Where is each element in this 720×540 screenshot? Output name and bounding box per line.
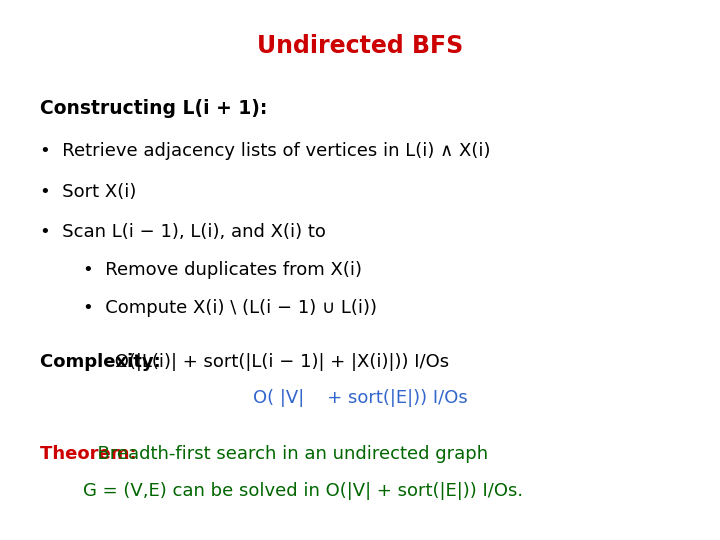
Text: Theorem:: Theorem: xyxy=(40,444,143,463)
Text: •  Sort X(i): • Sort X(i) xyxy=(40,183,136,201)
Text: •  Compute X(i) \ (L(i − 1) ∪ L(i)): • Compute X(i) \ (L(i − 1) ∪ L(i)) xyxy=(83,299,377,317)
Text: Breadth-first search in an undirected graph: Breadth-first search in an undirected gr… xyxy=(40,444,487,463)
Text: O( |V|    + sort(|E|)) I/Os: O( |V| + sort(|E|)) I/Os xyxy=(253,389,467,407)
Text: •  Remove duplicates from X(i): • Remove duplicates from X(i) xyxy=(83,261,362,279)
Text: •  Scan L(i − 1), L(i), and X(i) to: • Scan L(i − 1), L(i), and X(i) to xyxy=(40,223,325,241)
Text: •  Retrieve adjacency lists of vertices in L(i) ∧ X(i): • Retrieve adjacency lists of vertices i… xyxy=(40,142,490,160)
Text: Undirected BFS: Undirected BFS xyxy=(257,34,463,58)
Text: O(|L(i)| + sort(|L(i − 1)| + |X(i)|)) I/Os: O(|L(i)| + sort(|L(i − 1)| + |X(i)|)) I/… xyxy=(40,353,449,371)
Text: G = (V,E) can be solved in O(|V| + sort(|E|)) I/Os.: G = (V,E) can be solved in O(|V| + sort(… xyxy=(83,482,523,501)
Text: Complexity:: Complexity: xyxy=(40,353,166,371)
Text: Constructing L(i + 1):: Constructing L(i + 1): xyxy=(40,98,267,118)
